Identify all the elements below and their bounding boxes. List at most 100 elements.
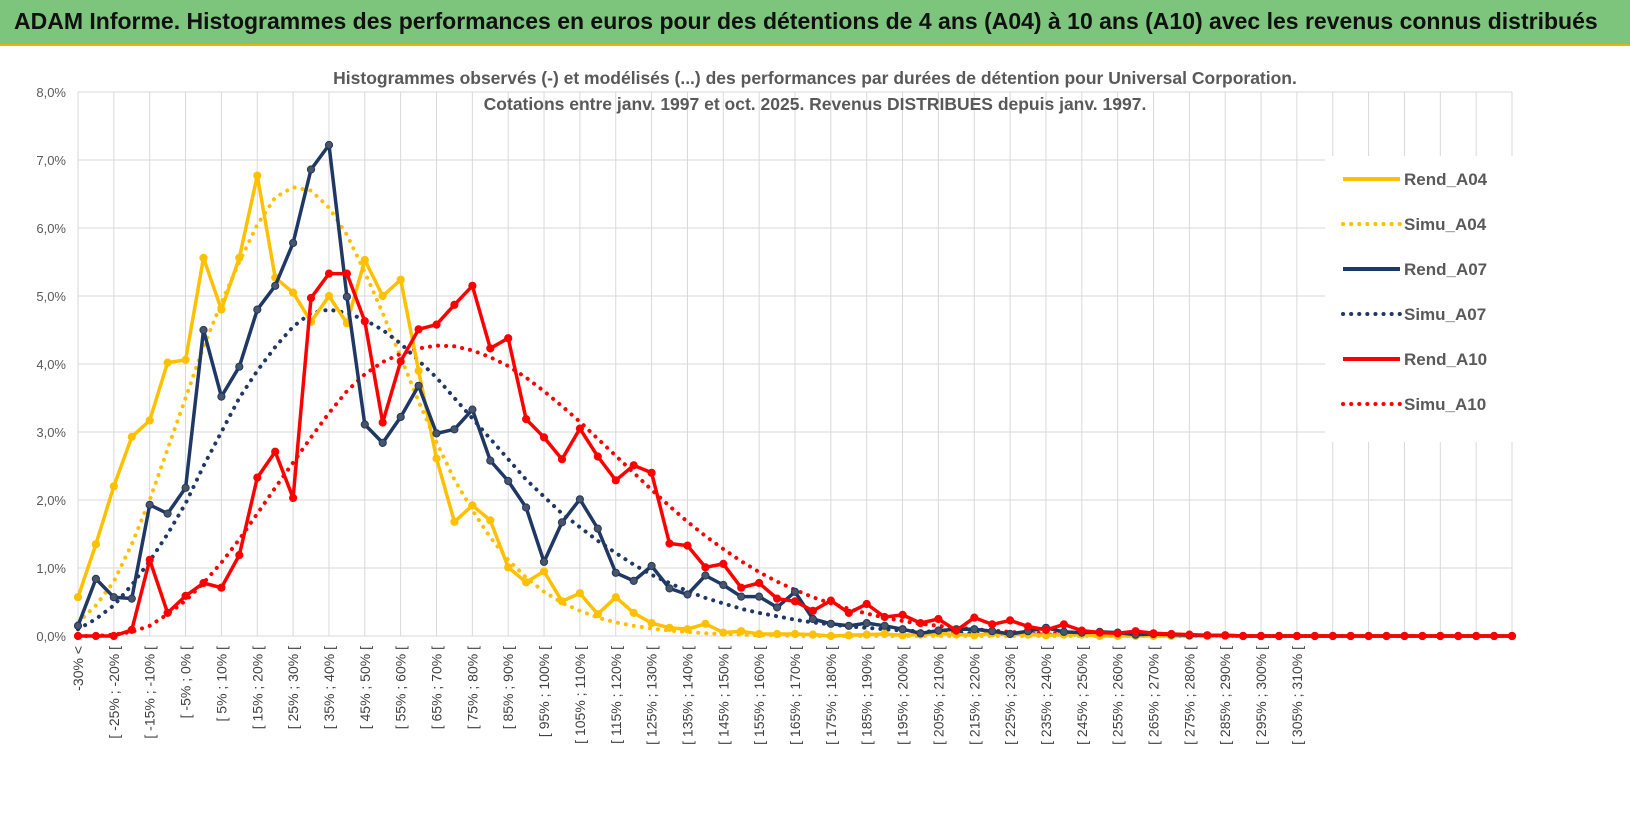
chart-legend: Rend_A04 Simu_A04 Rend_A07 Simu_A07 Rend_A10… (1325, 156, 1525, 442)
data-point (898, 625, 907, 634)
chart-title-line: Histogrammes observés (-) et modélisés (… (333, 68, 1297, 88)
data-point (324, 291, 334, 301)
data-point (1346, 631, 1355, 641)
data-point (737, 627, 746, 636)
chart-title-line: Cotations entre janv. 1997 et oct. 2025.… (484, 94, 1147, 114)
y-tick-label: 4,0% (36, 357, 66, 372)
data-point (1131, 627, 1140, 636)
data-point (181, 483, 190, 492)
y-tick-label: 6,0% (36, 221, 66, 236)
data-point (898, 610, 907, 620)
legend-item-Rend_A07: Rend_A07 (1343, 260, 1487, 279)
data-point (701, 619, 710, 628)
data-point (109, 593, 118, 602)
data-point (217, 305, 226, 314)
data-point (790, 629, 800, 639)
x-tick-label: [ 285% ; 290% [ (1217, 646, 1233, 745)
data-point (468, 501, 477, 510)
data-point (844, 631, 853, 640)
data-point (611, 476, 620, 485)
data-point (1507, 631, 1517, 641)
data-point (486, 344, 495, 353)
data-point (181, 591, 190, 601)
histogram-chart: 0,0% 1,0% 2,0% 3,0% 4,0% 5,0% 6,0% 7,0% 8,0% -30… (36, 68, 1525, 745)
data-point (647, 561, 656, 571)
x-tick-label: [ 235% ; 240% [ (1038, 646, 1054, 745)
data-point (934, 614, 943, 624)
data-point (360, 317, 369, 326)
data-point (271, 447, 280, 456)
data-point (432, 454, 441, 463)
data-point (1454, 631, 1463, 641)
data-point (91, 540, 101, 549)
data-point (665, 539, 674, 548)
data-point (199, 578, 208, 588)
data-point (988, 627, 997, 636)
data-point (289, 238, 298, 248)
data-point (1436, 631, 1445, 641)
data-point (504, 563, 513, 572)
x-tick-label: [ 15% ; 20% [ (249, 646, 265, 729)
data-point (342, 292, 351, 301)
data-point (575, 495, 585, 504)
x-tick-label: [ 205% ; 210% [ (930, 646, 946, 745)
data-point (719, 559, 728, 569)
data-point (557, 455, 567, 464)
data-point (970, 613, 979, 622)
data-point (557, 518, 567, 527)
x-tick-label: [ 25% ; 30% [ (285, 646, 301, 729)
data-point (844, 608, 853, 618)
chart-gridlines (77, 91, 1513, 637)
data-point (880, 621, 889, 630)
data-point (575, 589, 585, 598)
series-Rend_A10 (73, 269, 1517, 641)
data-point (414, 381, 423, 390)
data-point (1418, 631, 1427, 641)
data-point (970, 625, 979, 634)
data-point (360, 255, 369, 265)
y-tick-label: 3,0% (36, 425, 66, 440)
data-point (862, 630, 871, 639)
data-point (988, 620, 997, 629)
data-point (1077, 626, 1086, 635)
legend-label: Simu_A10 (1404, 395, 1486, 414)
data-point (450, 300, 459, 309)
data-point (504, 476, 513, 486)
data-point (1221, 631, 1230, 640)
data-point (683, 590, 692, 599)
data-point (773, 603, 782, 612)
data-point (109, 631, 118, 641)
data-point (522, 415, 531, 424)
x-tick-label: [ 195% ; 200% [ (895, 646, 911, 745)
data-point (737, 592, 746, 601)
x-tick-label: [ 185% ; 190% [ (859, 646, 875, 745)
data-point (683, 541, 692, 550)
data-point (109, 482, 118, 491)
x-tick-label: [ 95% ; 100% [ (536, 646, 552, 737)
data-point (360, 420, 369, 429)
legend-label: Rend_A04 (1404, 170, 1488, 189)
x-tick-label: [ 105% ; 110% [ (572, 646, 588, 744)
data-point (414, 325, 423, 334)
data-point (1095, 628, 1104, 637)
x-tick-label: [ 45% ; 50% [ (357, 646, 373, 729)
data-point (1310, 631, 1319, 641)
data-point (773, 629, 782, 639)
data-point (880, 629, 889, 639)
data-point (486, 456, 495, 465)
data-point (253, 473, 262, 482)
y-tick-label: 2,0% (36, 493, 66, 508)
data-point (1023, 622, 1033, 631)
data-point (539, 567, 549, 576)
data-point (468, 281, 477, 290)
data-point (557, 597, 567, 606)
data-point (1006, 616, 1015, 625)
data-point (163, 608, 172, 618)
data-point (486, 516, 495, 525)
legend-box (1325, 156, 1525, 442)
data-point (826, 631, 836, 641)
data-point (1041, 625, 1051, 635)
data-point (253, 305, 262, 314)
data-point (1059, 627, 1069, 637)
data-point (127, 625, 136, 635)
